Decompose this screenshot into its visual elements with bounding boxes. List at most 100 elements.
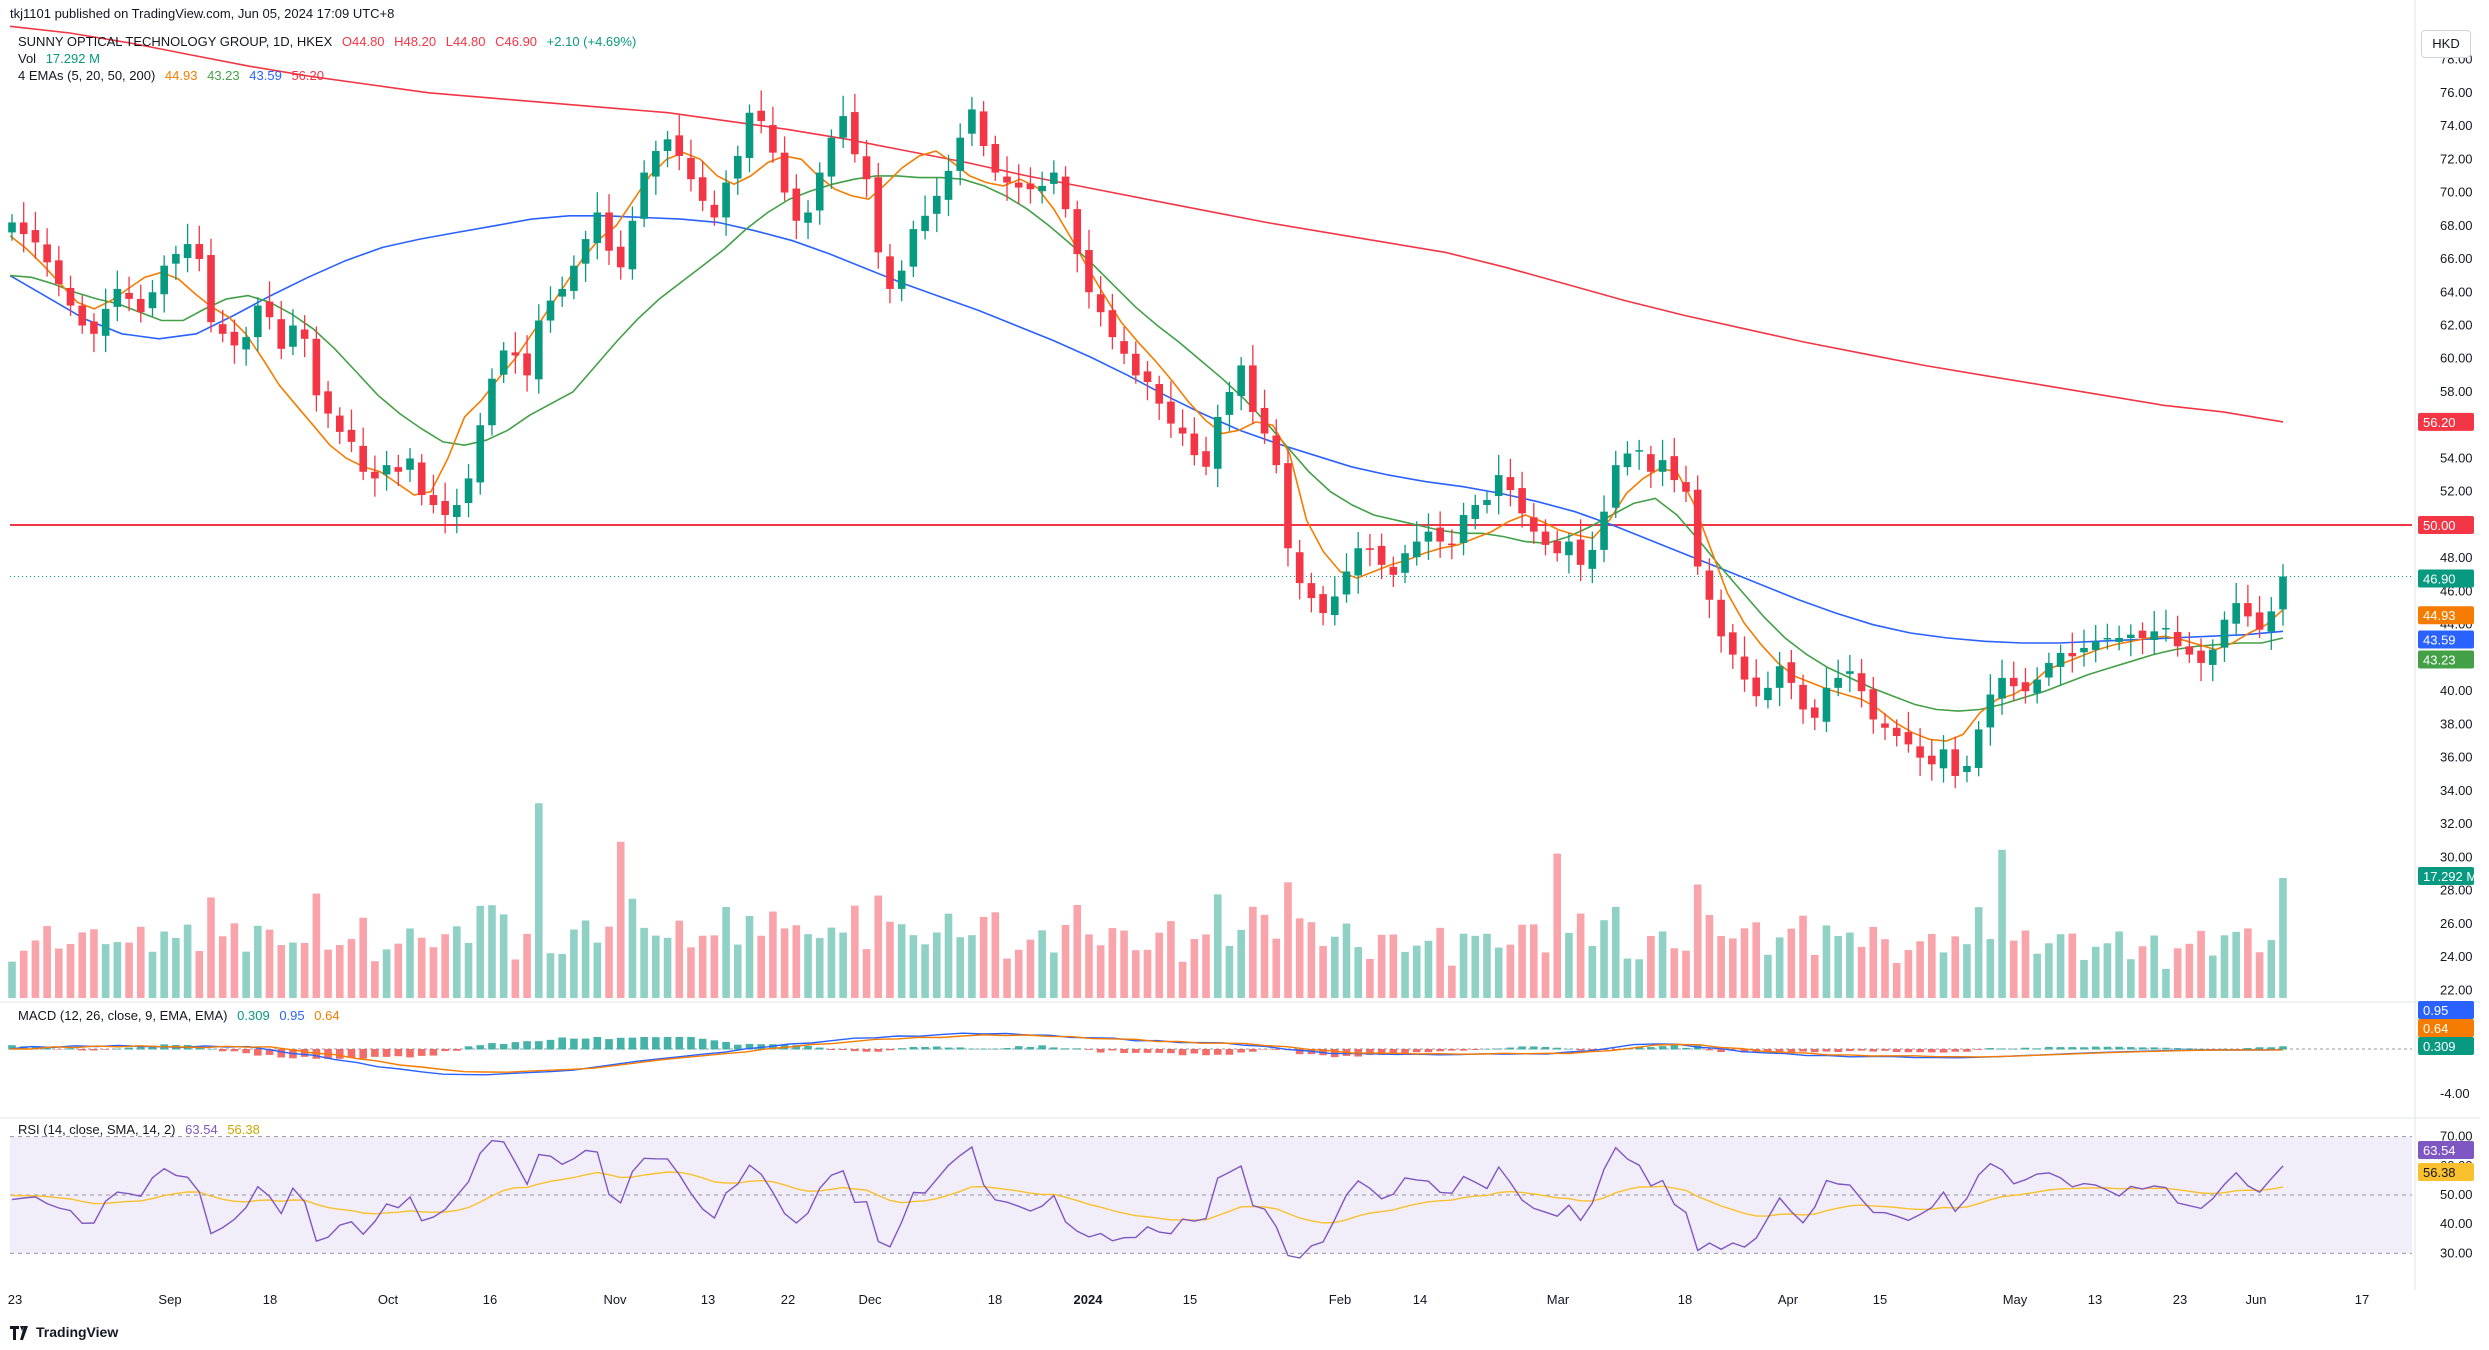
candle-body	[90, 321, 98, 334]
volume-legend[interactable]: Vol 17.292 M	[18, 51, 106, 67]
volume-bar	[2138, 946, 2147, 998]
volume-bar	[464, 942, 473, 998]
volume-bar	[2197, 930, 2205, 998]
candle	[1085, 229, 1093, 309]
macd-legend[interactable]: MACD (12, 26, close, 9, EMA, EMA) 0.309 …	[18, 1008, 346, 1024]
volume-bar	[1623, 958, 1632, 998]
time-tick-label: 23	[2173, 1292, 2187, 1307]
candle	[1424, 513, 1433, 560]
macd-hist-bar	[698, 1038, 707, 1050]
candle	[207, 238, 215, 333]
time-tick-label: Dec	[858, 1292, 882, 1307]
candle-body	[570, 265, 578, 291]
candle-body	[125, 292, 133, 299]
candle	[1307, 572, 1316, 613]
volume-bar	[207, 897, 215, 998]
candle	[1050, 160, 1058, 195]
time-tick-label: 16	[483, 1292, 497, 1307]
macd-hist-bar	[1108, 1049, 1117, 1051]
candle-body	[1518, 488, 1526, 514]
candle-body	[1167, 401, 1175, 424]
candle	[1998, 659, 2006, 715]
candle-body	[1998, 677, 2006, 699]
ohlc-low: L44.80	[445, 34, 486, 49]
axis-price-label: 46.90	[2418, 569, 2474, 588]
time-tick-label: 18	[263, 1292, 277, 1307]
rsi-label: RSI (14, close, SMA, 14, 2)	[18, 1122, 176, 1137]
horizontal-line-50[interactable]	[10, 523, 2412, 577]
candle	[1928, 739, 1936, 781]
candle-body	[1120, 341, 1128, 354]
candle-body	[1401, 553, 1409, 573]
volume-bar	[1096, 945, 1105, 998]
candle-body	[1295, 552, 1304, 584]
candle	[19, 202, 28, 253]
currency-button[interactable]: HKD	[2421, 30, 2471, 58]
volume-bar	[1658, 931, 1667, 998]
ema-legend[interactable]: 4 EMAs (5, 20, 50, 200) 44.93 43.23 43.5…	[18, 68, 330, 84]
volume-bar	[1366, 959, 1374, 998]
candle	[230, 319, 239, 364]
volume-bar	[66, 943, 75, 998]
volume-bar	[1565, 932, 1573, 998]
candle-body	[43, 244, 51, 263]
macd-hist-bar	[1038, 1045, 1046, 1050]
candle-body	[1014, 182, 1023, 188]
macd-hist-bar	[1904, 1049, 1913, 1053]
volume-bar	[1026, 939, 1035, 998]
ema20-value: 43.23	[207, 68, 240, 83]
volume-bar	[1834, 936, 1842, 998]
candle	[1600, 495, 1608, 563]
macd-hist-bar	[1518, 1046, 1526, 1050]
rsi-legend[interactable]: RSI (14, close, SMA, 14, 2) 63.54 56.38	[18, 1122, 266, 1138]
candle	[1026, 167, 1035, 204]
candle-body	[523, 353, 531, 376]
axis-price-label-text: 43.23	[2423, 652, 2456, 667]
macd-hist-bar	[1366, 1049, 1374, 1055]
candle-body	[113, 288, 122, 307]
time-tick-label: Sep	[158, 1292, 181, 1307]
tradingview-logo[interactable]: TradingView	[10, 1324, 119, 1341]
volume-bar	[1576, 913, 1585, 998]
candle-body	[851, 112, 859, 155]
publish-info: tkj1101 published on TradingView.com, Ju…	[10, 6, 395, 21]
brand-name: TradingView	[36, 1324, 119, 1340]
volume-bar	[488, 905, 496, 998]
candle-body	[1740, 656, 1749, 680]
macd-hist-bar	[1588, 1049, 1597, 1051]
volume-bar	[1740, 928, 1749, 998]
candle-body	[815, 172, 824, 211]
volume-bar	[19, 950, 28, 998]
candle	[254, 297, 262, 352]
macd-hist-bar	[745, 1043, 754, 1050]
volume-bar	[2208, 955, 2217, 998]
candle	[1389, 556, 1398, 588]
volume-bar	[1085, 934, 1093, 998]
candle-body	[230, 331, 239, 346]
symbol-legend[interactable]: SUNNY OPTICAL TECHNOLOGY GROUP, 1D, HKEX…	[18, 34, 642, 50]
volume-bar	[991, 912, 1000, 998]
volume-bar	[1237, 929, 1245, 998]
volume-bar	[956, 937, 965, 998]
candle-body	[675, 135, 684, 156]
candle-body	[640, 172, 648, 219]
macd-hist-bar	[453, 1049, 461, 1051]
candle-body	[499, 350, 508, 375]
rsi-ma-line	[11, 1171, 2284, 1224]
candle	[1330, 576, 1339, 626]
axis-price-label-bg	[2418, 1037, 2474, 1055]
candle	[1892, 719, 1901, 747]
candle-body	[1424, 531, 1433, 542]
macd-hist-bar	[1448, 1049, 1456, 1051]
macd-hist-bar	[2279, 1046, 2287, 1050]
volume-bar	[8, 961, 16, 998]
axis-price-label: 0.309	[2418, 1037, 2474, 1055]
candle-body	[944, 170, 953, 200]
candle	[1213, 404, 1222, 488]
macd-hist-bar	[2091, 1046, 2100, 1050]
candle	[1635, 439, 1643, 470]
volume-bar	[1752, 922, 1761, 998]
candle-body	[663, 139, 672, 151]
candle-body	[1682, 482, 1690, 492]
